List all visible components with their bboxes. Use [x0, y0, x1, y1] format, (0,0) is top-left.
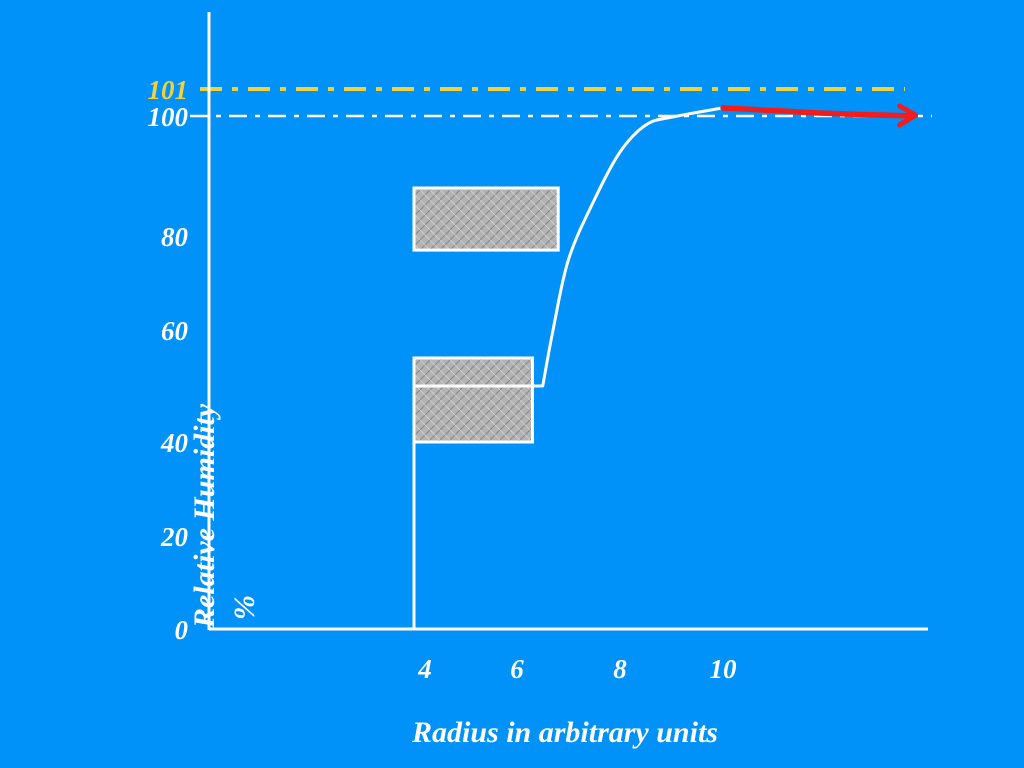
x-tick-label-4: 4 [417, 654, 432, 684]
y-tick-label-101: 101 [148, 75, 189, 105]
series-line-1 [412, 106, 725, 631]
y-tick-label-80: 80 [161, 222, 189, 252]
y-tick-label-60: 60 [161, 316, 189, 346]
series-line-2 [720, 105, 917, 119]
x-axis-title: Radius in arbitrary units [411, 716, 718, 749]
y-tick-label-100: 100 [148, 102, 189, 132]
y-tick-label-0: 0 [175, 615, 189, 645]
y-axis-unit: % [228, 595, 261, 620]
x-tick-label-8: 8 [613, 654, 627, 684]
x-tick-label-10: 10 [710, 654, 738, 684]
shaded-region-2 [412, 356, 534, 444]
x-tick-label-6: 6 [510, 654, 524, 684]
y-axis-title: Relative Humidity [188, 403, 221, 629]
y-tick-label-20: 20 [160, 522, 189, 552]
shaded-region-1 [412, 186, 560, 252]
y-tick-label-40: 40 [160, 428, 189, 458]
series-arrowhead [897, 103, 919, 128]
